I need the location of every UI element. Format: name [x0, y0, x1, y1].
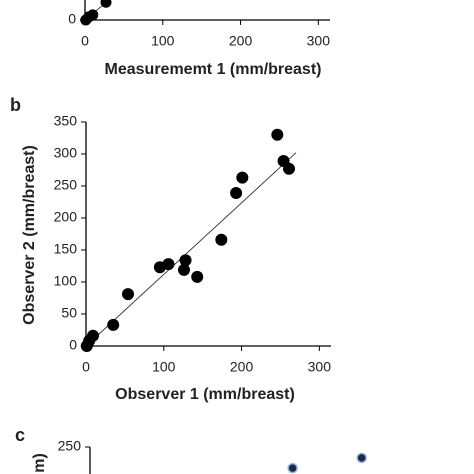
point [179, 254, 192, 267]
x-axis-label: Measurememt 1 (mm/breast) [105, 61, 322, 78]
y-tick-label: 250 [58, 438, 82, 454]
y-tick-label: 300 [54, 145, 78, 161]
panel-label: b [10, 95, 21, 115]
y-axis-label: Observer 2 (mm/breast) [21, 145, 38, 325]
x-tick-label: 100 [151, 33, 175, 49]
x-tick-label: 200 [229, 33, 253, 49]
y-tick-label: 200 [54, 209, 78, 225]
point [283, 162, 295, 175]
x-tick-label: 300 [307, 33, 331, 49]
x-tick-label: 200 [230, 359, 254, 375]
x-tick-label: 0 [82, 359, 90, 375]
y-tick-label: 50 [61, 305, 77, 321]
point [87, 9, 99, 21]
point [80, 340, 93, 352]
x-tick-label: 100 [152, 359, 176, 375]
y-axis-label: m) [31, 453, 48, 473]
point [122, 288, 134, 301]
y-tick-label: 150 [54, 241, 78, 257]
trendline [85, 152, 297, 347]
point [356, 452, 367, 464]
point [178, 263, 190, 276]
point [271, 128, 284, 141]
x-tick-label: 300 [308, 359, 332, 375]
y-tick-label: 0 [68, 11, 76, 27]
point [162, 258, 175, 271]
x-tick-label: 0 [81, 33, 89, 49]
panel-label: c [15, 425, 25, 445]
point [107, 318, 120, 331]
point [100, 0, 112, 8]
y-tick-label: 100 [54, 273, 78, 289]
point [215, 233, 228, 246]
x-axis-label: Observer 1 (mm/breast) [115, 386, 295, 403]
point [287, 462, 298, 474]
y-tick-label: 250 [54, 177, 78, 193]
point [230, 187, 243, 200]
point [191, 270, 204, 283]
point [87, 329, 99, 342]
y-tick-label: 350 [54, 113, 78, 129]
y-tick-label: 0 [69, 337, 77, 353]
point [236, 171, 249, 184]
